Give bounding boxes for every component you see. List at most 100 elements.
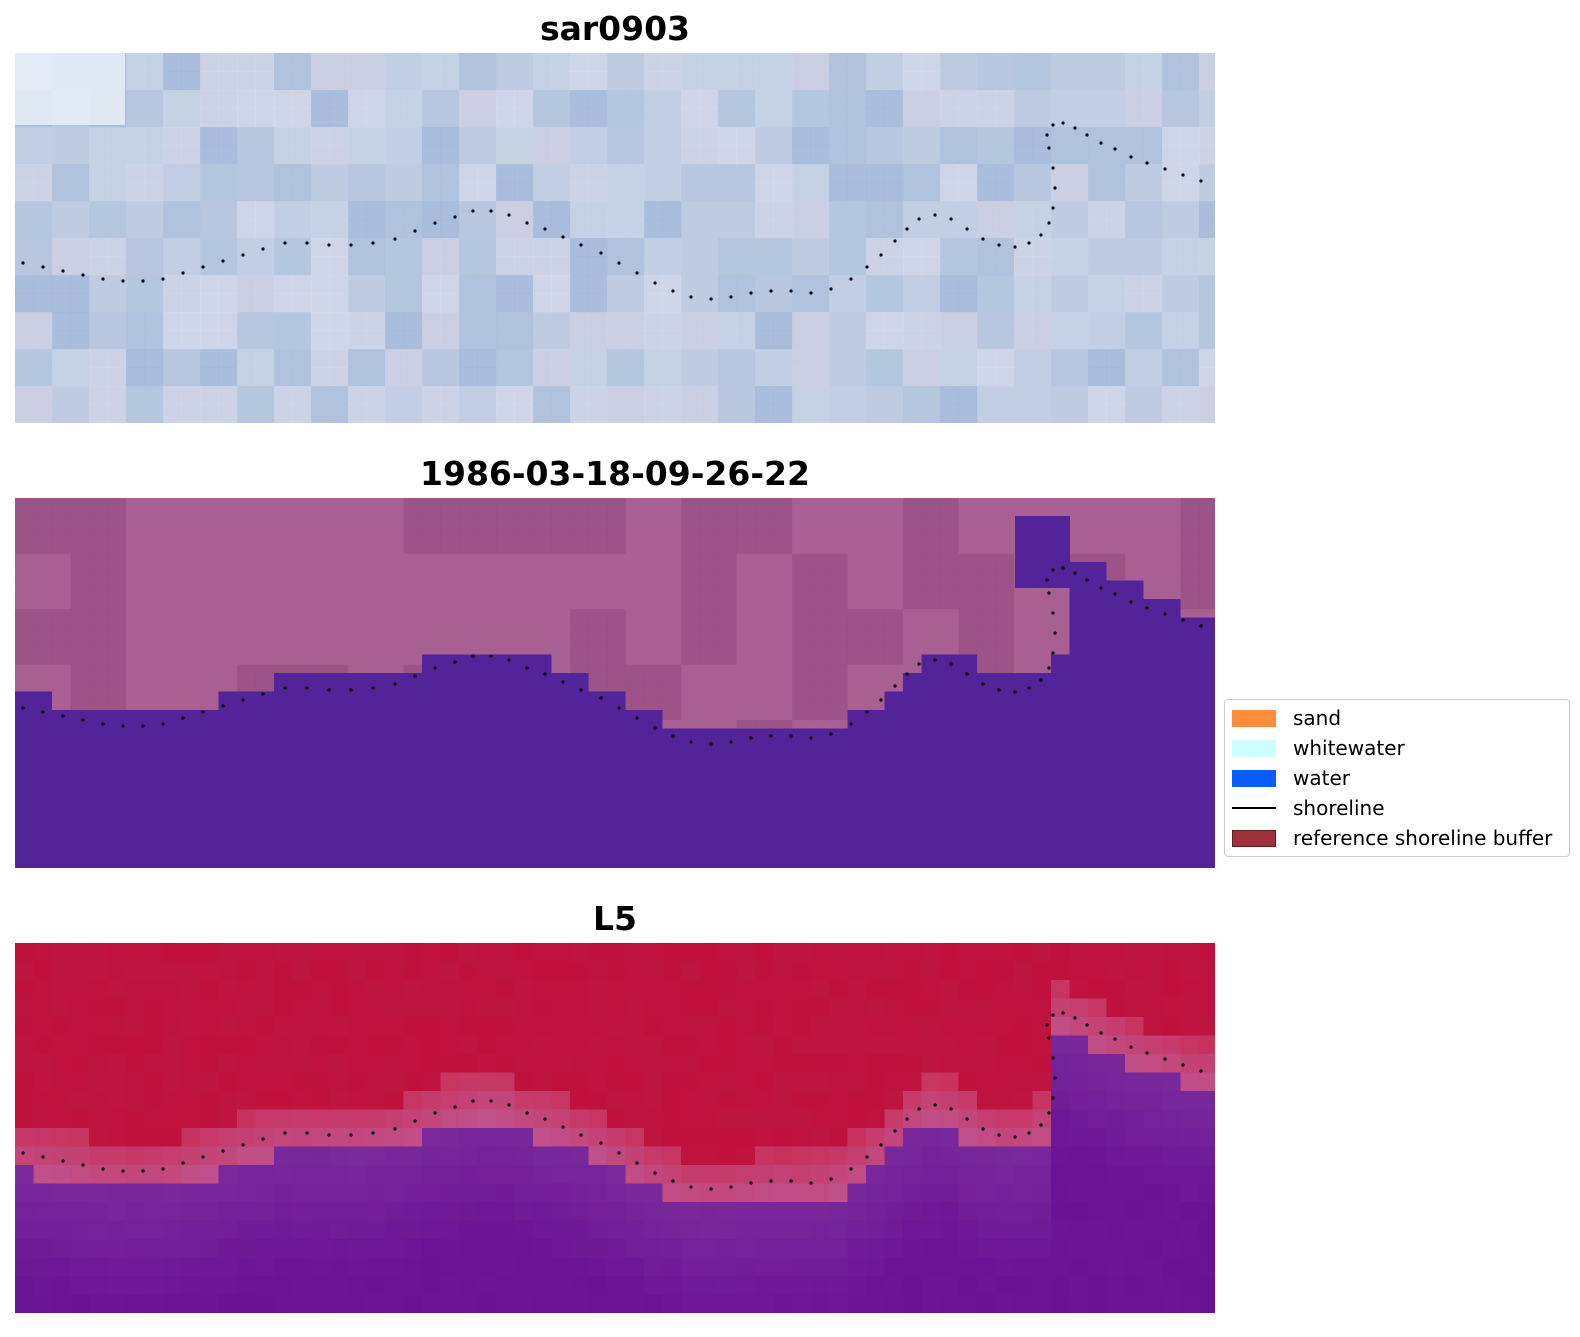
water-area (15, 562, 1215, 868)
shoreline-dot (41, 710, 45, 714)
shoreline-dot (599, 251, 603, 255)
shoreline-dot (433, 1111, 437, 1115)
shoreline-dot (1051, 568, 1055, 572)
shoreline-dot (1045, 578, 1049, 582)
shoreline-dot (1145, 606, 1149, 610)
legend-label: shoreline (1293, 796, 1385, 820)
shoreline-dot (1027, 686, 1031, 690)
shoreline-dot (849, 722, 853, 726)
shoreline-dot (305, 1131, 309, 1135)
shoreline-dot (61, 269, 65, 273)
shoreline-dot (41, 1155, 45, 1159)
shoreline-dot (749, 736, 753, 740)
shoreline-dot (181, 1161, 185, 1165)
shoreline-dot (1047, 146, 1051, 150)
shoreline-dot (635, 271, 639, 275)
shoreline-dot (1085, 1023, 1089, 1027)
shoreline-dot (81, 718, 85, 722)
shoreline-dot (221, 1149, 225, 1153)
shoreline-dot (349, 1133, 353, 1137)
shoreline-dot (949, 662, 953, 666)
shoreline-dot (965, 1117, 969, 1121)
shoreline-dot (997, 243, 1001, 247)
shoreline-dot (769, 289, 773, 293)
shoreline-dot (349, 243, 353, 247)
shoreline-dot (617, 1151, 621, 1155)
shoreline-dot (1113, 147, 1117, 151)
panel-title-2: 1986-03-18-09-26-22 (420, 454, 810, 493)
shoreline-dot (221, 259, 225, 263)
shoreline-dot (997, 1133, 1001, 1137)
shoreline-dot (181, 271, 185, 275)
legend-label: whitewater (1293, 736, 1405, 760)
shoreline-dot (949, 1107, 953, 1111)
shoreline-dot (61, 1159, 65, 1163)
shoreline-dot (413, 674, 417, 678)
shoreline-dot (413, 1119, 417, 1123)
shoreline-dot (1099, 586, 1103, 590)
shoreline-dot (893, 1129, 897, 1133)
shoreline-dot (671, 1179, 675, 1183)
shoreline-dot (599, 696, 603, 700)
shoreline-dot (101, 1167, 105, 1171)
shoreline-dot (181, 716, 185, 720)
shoreline-dot (327, 688, 331, 692)
shoreline-dot (671, 289, 675, 293)
shoreline-dot (201, 265, 205, 269)
shoreline-dot (879, 1143, 883, 1147)
water-swatch (1232, 769, 1276, 787)
shoreline-dot (653, 726, 657, 730)
sand-swatch (1232, 709, 1276, 727)
shoreline-dot (1051, 1056, 1055, 1060)
shoreline-dot (769, 734, 773, 738)
shoreline-dot (579, 243, 583, 247)
shoreline-dot (865, 710, 869, 714)
shoreline-dot (1013, 1135, 1017, 1139)
shoreline-dot (561, 680, 565, 684)
shoreline-dot (829, 1177, 833, 1181)
shoreline-dot (327, 1133, 331, 1137)
shoreline-dot (525, 221, 529, 225)
shoreline-dot (121, 724, 125, 728)
shoreline-dot (729, 1185, 733, 1189)
shoreline-dot (1181, 618, 1185, 622)
shoreline-dot (561, 235, 565, 239)
shoreline-dot (201, 710, 205, 714)
shoreline-dot (1113, 592, 1117, 596)
shoreline-dot (965, 672, 969, 676)
shoreline-dot (1129, 155, 1133, 159)
shoreline-dot (1199, 179, 1203, 183)
legend-label: sand (1293, 706, 1342, 730)
shoreline-dot (709, 297, 713, 301)
legend-item-sand: sand (1232, 706, 1341, 730)
shoreline-dot (1047, 221, 1051, 225)
shoreline-dot (371, 241, 375, 245)
legend: sand whitewater water shoreline referenc… (1224, 699, 1570, 857)
shoreline-dot (689, 740, 693, 744)
shoreline-dot (981, 1127, 985, 1131)
shoreline-dot (617, 261, 621, 265)
shoreline-dot (849, 1167, 853, 1171)
legend-item-shoreline: shoreline (1232, 796, 1385, 820)
shoreline-dot (579, 1133, 583, 1137)
shoreline-dot (1039, 1123, 1043, 1127)
shoreline-dot (1051, 166, 1055, 170)
shoreline-dot (489, 654, 493, 658)
shoreline-dot (653, 1171, 657, 1175)
whitewater-swatch (1232, 739, 1276, 757)
shoreline-dot (543, 227, 547, 231)
shoreline-dot (671, 734, 675, 738)
sar-image-panel (15, 53, 1215, 423)
shoreline-dot (241, 698, 245, 702)
shoreline-dot (729, 295, 733, 299)
shoreline-dot (471, 654, 475, 658)
shoreline-dot (1013, 245, 1017, 249)
shoreline-dot (241, 253, 245, 257)
shoreline-dots (21, 566, 1203, 746)
shoreline-dot (1085, 133, 1089, 137)
shoreline-dot (933, 1103, 937, 1107)
shoreline-dot (283, 1131, 287, 1135)
shoreline-dot (981, 682, 985, 686)
shoreline-dot (1129, 600, 1133, 604)
shoreline-dot (1047, 1036, 1051, 1040)
